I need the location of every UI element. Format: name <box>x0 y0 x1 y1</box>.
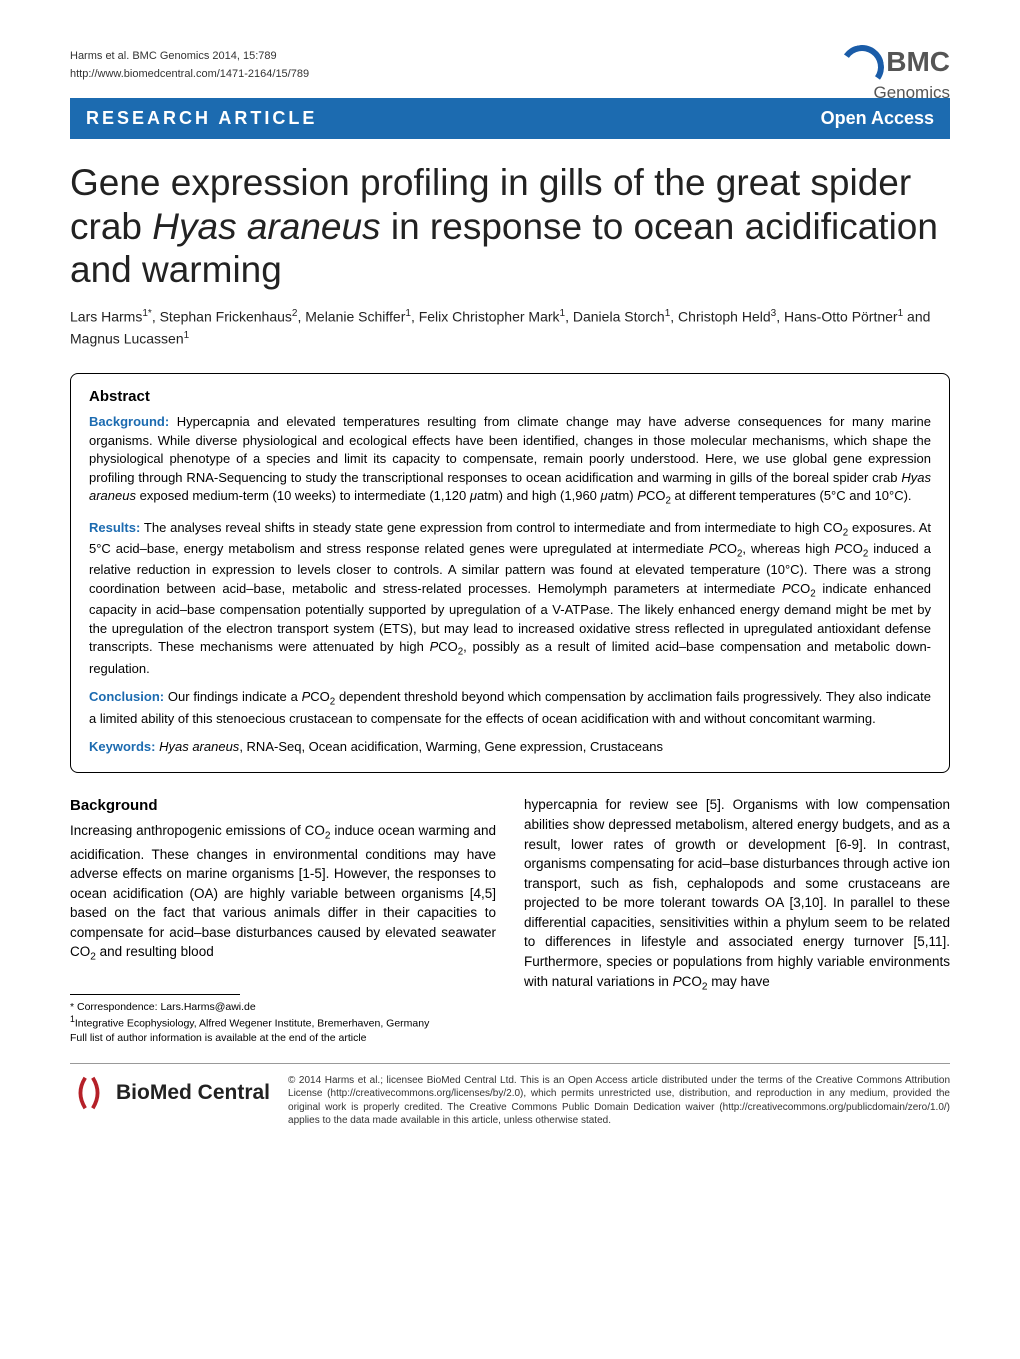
col2-text: hypercapnia for review see [5]. Organism… <box>524 795 950 994</box>
abstract-box: Abstract Background: Hypercapnia and ele… <box>70 373 950 773</box>
article-title: Gene expression profiling in gills of th… <box>70 161 950 292</box>
abstract-conclusion: Conclusion: Our findings indicate a PCO2… <box>89 688 931 728</box>
author-list: Lars Harms1*, Stephan Frickenhaus2, Mela… <box>70 306 950 349</box>
title-species: Hyas araneus <box>152 206 380 247</box>
keywords-label: Keywords: <box>89 739 155 754</box>
abstract-background: Background: Hypercapnia and elevated tem… <box>89 413 931 508</box>
conclusion-label: Conclusion: <box>89 689 164 704</box>
correspondence-note: Full list of author information is avail… <box>70 1032 496 1046</box>
results-label: Results: <box>89 520 140 535</box>
footer-logo: BioMed Central <box>70 1074 270 1112</box>
open-access-label: Open Access <box>821 108 934 129</box>
abstract-results: Results: The analyses reveal shifts in s… <box>89 519 931 679</box>
results-text: The analyses reveal shifts in steady sta… <box>89 520 931 676</box>
article-type-label: RESEARCH ARTICLE <box>86 108 317 129</box>
background-label: Background: <box>89 414 169 429</box>
logo-bmc-text: BMC <box>886 46 950 77</box>
correspondence-email: * Correspondence: Lars.Harms@awi.de <box>70 1001 496 1015</box>
biomed-paren-icon <box>70 1074 108 1112</box>
citation-line: Harms et al. BMC Genomics 2014, 15:789 <box>70 50 950 62</box>
publisher-logo: BMC Genomics <box>840 45 950 103</box>
url-line: http://www.biomedcentral.com/1471-2164/1… <box>70 68 950 80</box>
col1-text: Increasing anthropogenic emissions of CO… <box>70 821 496 966</box>
abstract-keywords: Keywords: Hyas araneus, RNA-Seq, Ocean a… <box>89 738 931 756</box>
right-column: hypercapnia for review see [5]. Organism… <box>524 795 950 1045</box>
conclusion-text: Our findings indicate a PCO2 dependent t… <box>89 689 931 725</box>
footer-logo-text: BioMed Central <box>116 1081 270 1105</box>
body-columns: Background Increasing anthropogenic emis… <box>70 795 950 1045</box>
license-text: © 2014 Harms et al.; licensee BioMed Cen… <box>288 1074 950 1127</box>
background-text: Hypercapnia and elevated temperatures re… <box>89 414 931 503</box>
correspondence-affil: 1Integrative Ecophysiology, Alfred Wegen… <box>70 1014 496 1031</box>
keywords-text: Hyas araneus, RNA-Seq, Ocean acidificati… <box>155 739 663 754</box>
background-heading: Background <box>70 795 496 817</box>
abstract-heading: Abstract <box>89 388 931 405</box>
correspondence-divider <box>70 994 240 995</box>
footer: BioMed Central © 2014 Harms et al.; lice… <box>70 1063 950 1127</box>
article-type-banner: RESEARCH ARTICLE Open Access <box>70 98 950 139</box>
correspondence-block: * Correspondence: Lars.Harms@awi.de 1Int… <box>70 1001 496 1045</box>
left-column: Background Increasing anthropogenic emis… <box>70 795 496 1045</box>
